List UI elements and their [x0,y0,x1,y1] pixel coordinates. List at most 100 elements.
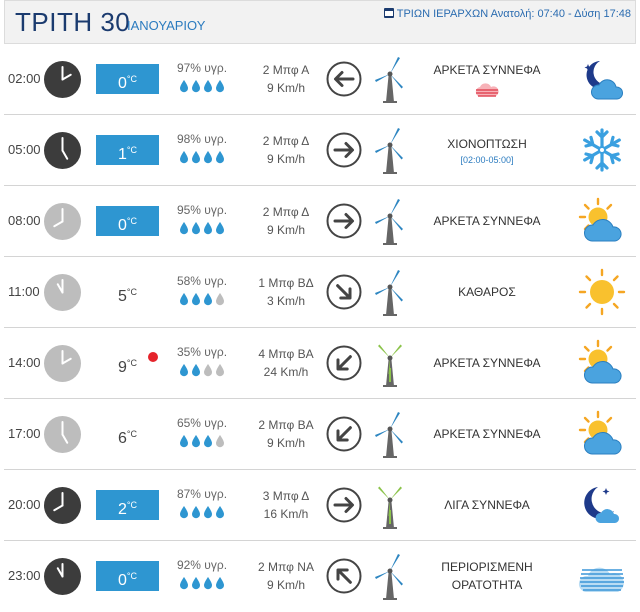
humidity-drop-icon [179,150,189,164]
wind-speed: 24 Km/h [263,365,309,379]
humidity-drop-icon [215,576,225,590]
humidity-drops [172,79,232,93]
forecast-row: 17:00 6°C 65% υγρ. 2 Μπφ ΒΑ 9 Km/h ΑΡΚΕΤΑ ΣΥΝ… [4,399,636,470]
humidity-drop-icon [203,79,213,93]
wind-speed: 9 Km/h [266,578,305,592]
forecast-row: 23:00 0°C 92% υγρ. 2 Μπφ ΝΑ 9 Km/h ΠΕΡΙΟΡΙΣΜΕ… [4,541,636,612]
clock-icon [44,203,81,240]
wind-info: 2 Μπφ Α 9 Km/h [248,61,324,97]
humidity: 58% υγρ. [172,274,232,306]
temperature-value: 0 [117,572,127,589]
humidity-drop-icon [191,221,201,235]
wind-speed: 9 Km/h [266,152,305,166]
temperature-value: 0 [117,217,127,234]
condition: ΑΡΚΕΤΑ ΣΥΝΝΕΦΑ [414,44,560,114]
wind-speed: 9 Km/h [266,436,305,450]
humidity-drop-icon [191,505,201,519]
clock-icon [44,132,81,169]
humidity-drop-icon [203,434,213,448]
temperature: 2°C [96,490,159,520]
condition: ΑΡΚΕΤΑ ΣΥΝΝΕΦΑ [414,328,560,398]
wind-info: 4 Μπφ ΒΑ 24 Km/h [248,345,324,381]
clock-icon [44,558,81,595]
sun-cloud-icon [578,339,626,387]
humidity-drop-icon [191,292,201,306]
wind-beaufort: 1 Μπφ ΒΔ [258,276,314,290]
humidity-drop-icon [179,576,189,590]
sun-info-text: ΤΡΙΩΝ ΙΕΡΑΡΧΩΝ Ανατολή: 07:40 - Δύση 17:… [396,8,631,20]
day-title: ΤΡΙΤΗ 30 [15,7,131,37]
day-header: ΤΡΙΤΗ 30 ΙΑΝΟΥΑΡΙΟΥ ΤΡΙΩΝ ΙΕΡΑΡΧΩΝ Ανατο… [4,0,636,44]
temperature-value: 0 [117,75,127,92]
arrow-down-left-icon [326,345,362,381]
turbine-green-icon [372,480,408,530]
humidity-drop-icon [215,292,225,306]
turbine-blue-icon [372,409,408,459]
wind-speed: 9 Km/h [266,223,305,237]
forecast-time: 14:00 [8,355,41,370]
temperature-value: 1 [117,146,127,163]
temperature: 0°C [96,64,159,94]
humidity-drop-icon [215,434,225,448]
humidity-text: 58% υγρ. [176,274,228,288]
calendar-icon [383,8,394,18]
temperature: 0°C [96,206,159,236]
arrow-right-icon [326,132,362,168]
humidity-drop-icon [203,363,213,377]
humidity-drops [172,505,232,519]
humidity-drops [172,150,232,164]
sun-cloud-icon [578,410,626,458]
humidity-text: 35% υγρ. [176,345,228,359]
temperature-value: 6 [117,430,127,447]
humidity-drop-icon [179,79,189,93]
humidity-drop-icon [203,150,213,164]
forecast-time: 02:00 [8,71,41,86]
night-cloud-icon [578,55,626,103]
humidity-drop-icon [215,221,225,235]
forecast-row: 02:00 0°C 97% υγρ. 2 Μπφ Α 9 Km/h ΑΡΚΕΤΑ ΣΥΝΝ… [4,44,636,115]
condition-text: ΑΡΚΕΤΑ ΣΥΝΝΕΦΑ [433,62,541,77]
condition-text: ΑΡΚΕΤΑ ΣΥΝΝΕΦΑ [433,356,541,370]
temperature-unit: °C [126,358,137,368]
arrow-left-icon [326,61,362,97]
humidity-drop-icon [179,292,189,306]
temperature-value: 9 [117,359,127,376]
humidity-drop-icon [179,505,189,519]
wind-info: 1 Μπφ ΒΔ 3 Km/h [248,274,324,310]
arrow-down-right-icon [326,274,362,310]
humidity-drop-icon [215,363,225,377]
humidity-drop-icon [179,221,189,235]
humidity-text: 92% υγρ. [176,558,228,572]
humidity-drop-icon [203,576,213,590]
condition-text: ΛΙΓΑ ΣΥΝΝΕΦΑ [444,498,530,512]
turbine-blue-icon [372,196,408,246]
wind-beaufort: 2 Μπφ Α [262,63,310,77]
fog-icon [578,552,626,600]
temperature: 6°C [96,419,159,449]
clock-icon [44,345,81,382]
forecast-row: 08:00 0°C 95% υγρ. 2 Μπφ Δ 9 Km/h ΑΡΚΕΤΑ ΣΥΝΝ… [4,186,636,257]
wind-info: 2 Μπφ Δ 9 Km/h [248,132,324,168]
temperature-unit: °C [126,571,137,581]
humidity: 35% υγρ. [172,345,232,377]
wind-info: 2 Μπφ ΝΑ 9 Km/h [248,558,324,594]
wind-speed: 3 Km/h [266,294,305,308]
humidity-text: 65% υγρ. [176,416,228,430]
forecast-time: 17:00 [8,426,41,441]
condition-period: [02:00-05:00] [460,155,514,165]
condition-text: ΑΡΚΕΤΑ ΣΥΝΝΕΦΑ [433,427,541,441]
condition: ΧΙΟΝΟΠΤΩΣΗ [02:00-05:00] [414,115,560,185]
temperature-unit: °C [126,500,137,510]
humidity-drop-icon [191,576,201,590]
arrow-up-left-icon [326,558,362,594]
humidity-drops [172,292,232,306]
condition-text: ΧΙΟΝΟΠΤΩΣΗ [447,137,527,151]
forecast-time: 08:00 [8,213,41,228]
forecast-row: 14:00 9°C 35% υγρ. 4 Μπφ ΒΑ 24 Km/h ΑΡΚΕΤΑ ΣΥ… [4,328,636,399]
humidity-drop-icon [203,505,213,519]
arrow-right-icon [326,487,362,523]
wind-info: 2 Μπφ ΒΑ 9 Km/h [248,416,324,452]
forecast-time: 23:00 [8,568,41,583]
wind-info: 2 Μπφ Δ 9 Km/h [248,203,324,239]
